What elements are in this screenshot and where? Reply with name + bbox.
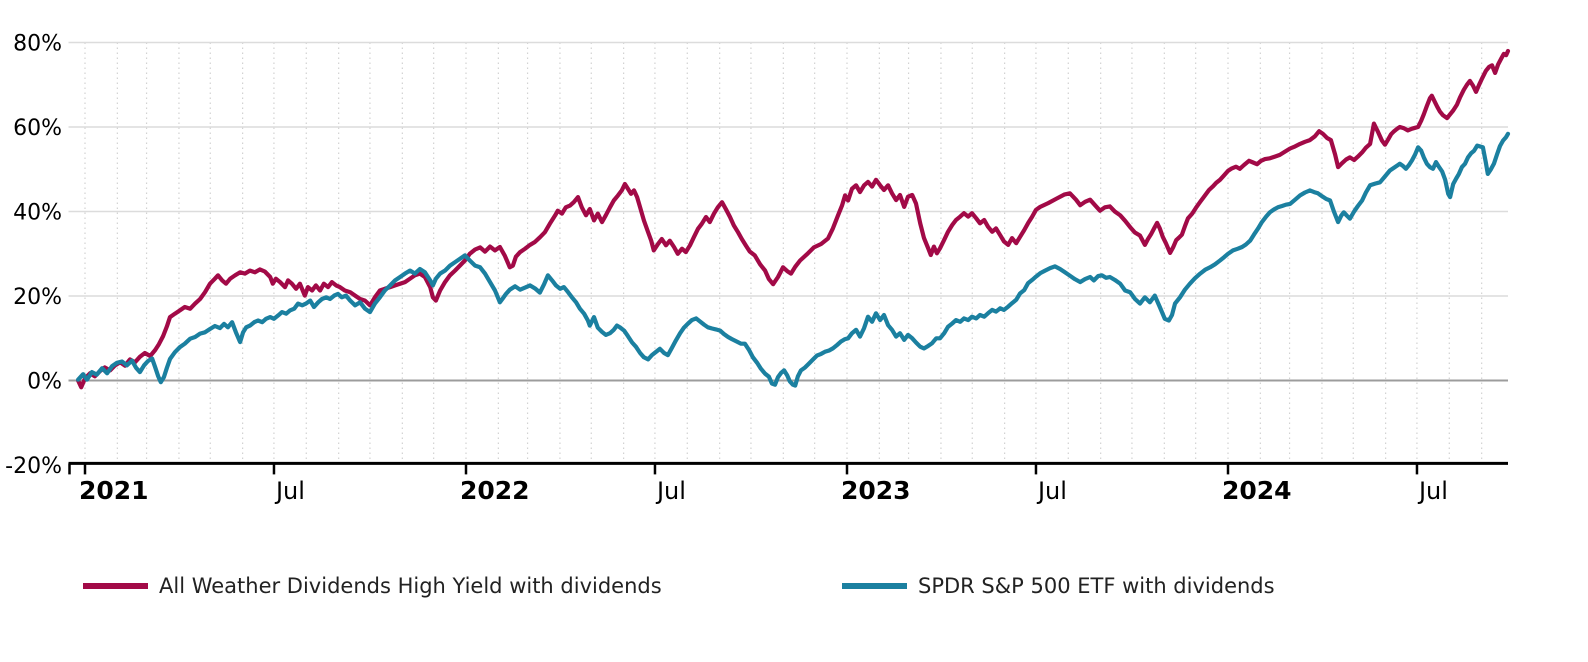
x-tick-label: Jul: [655, 477, 686, 505]
x-tick-label: 2023: [841, 476, 911, 505]
legend-item-spdr-sp500[interactable]: SPDR S&P 500 ETF with dividends: [842, 571, 1275, 601]
series-line-0: [75, 48, 1511, 390]
chart-plot-area: 80% 60% 40% 20% 0% -20% 2021 Jul 2022 Jul 2023 Jul 2…: [5, 32, 1511, 505]
x-tick-label: Jul: [1417, 477, 1448, 505]
legend-line-swatch-all-weather: [83, 583, 148, 589]
y-tick-label: 0%: [27, 370, 62, 395]
x-tick-label: Jul: [274, 477, 305, 505]
y-tick-label: 20%: [13, 285, 62, 310]
series-line-1: [75, 131, 1511, 388]
y-tick-label: 80%: [13, 32, 62, 57]
x-tick-label: Jul: [1036, 477, 1067, 505]
y-tick-label: 60%: [13, 116, 62, 141]
y-tick-label: 40%: [13, 201, 62, 226]
x-tick-label: 2021: [79, 476, 149, 505]
chart-legend: All Weather Dividends High Yield with di…: [0, 571, 1588, 601]
legend-label-spdr-sp500: SPDR S&P 500 ETF with dividends: [918, 574, 1275, 598]
x-tick-label: 2022: [460, 476, 530, 505]
legend-label-all-weather: All Weather Dividends High Yield with di…: [159, 574, 662, 598]
x-tick-label: 2024: [1222, 476, 1292, 505]
legend-line-swatch-spdr-sp500: [842, 583, 907, 589]
y-tick-label: -20%: [5, 454, 62, 479]
legend-item-all-weather-dividends[interactable]: All Weather Dividends High Yield with di…: [83, 571, 662, 601]
